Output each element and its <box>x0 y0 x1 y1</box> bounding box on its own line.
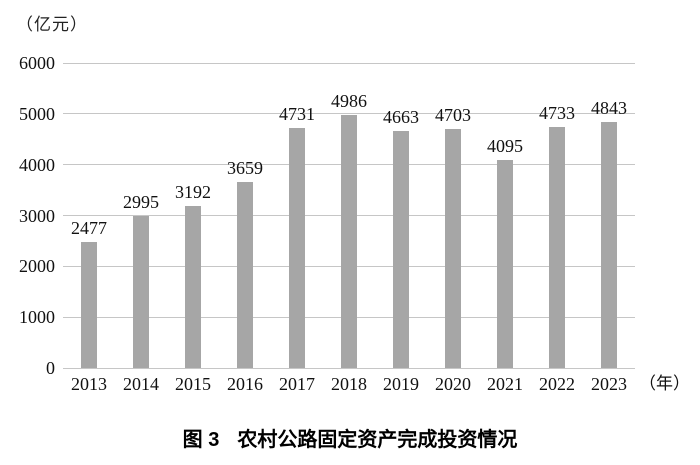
gridline-y-5000 <box>63 113 635 115</box>
x-axis-tick-label-2020: 2020 <box>435 374 471 394</box>
x-axis-tick-label-2019: 2019 <box>383 374 419 394</box>
bar-2014 <box>133 215 149 368</box>
figure-caption: 图 3 农村公路固定资产完成投资情况 <box>0 423 700 452</box>
bar-value-label-2023: 4843 <box>591 97 627 118</box>
bar-value-label-2020: 4703 <box>435 104 471 125</box>
y-axis-tick-label: 1000 <box>19 307 55 328</box>
x-axis-unit-label: （年） <box>639 374 690 393</box>
bar-value-label-2013: 2477 <box>71 218 107 239</box>
bar-2017 <box>289 127 305 368</box>
gridline-y-6000 <box>63 62 635 64</box>
x-axis-tick-label-2016: 2016 <box>227 374 263 394</box>
bar-value-label-2018: 4986 <box>331 90 367 111</box>
bar-2016 <box>237 182 253 368</box>
x-axis-tick-label-2022: 2022 <box>539 374 575 394</box>
figure-number: 图 3 <box>182 429 220 451</box>
y-axis-tick-label: 3000 <box>19 205 55 226</box>
bar-2021 <box>497 159 513 368</box>
bar-value-label-2014: 2995 <box>123 191 159 212</box>
bar-2018 <box>341 114 357 368</box>
y-axis-tick-label: 6000 <box>19 53 55 73</box>
bar-2013 <box>81 242 97 368</box>
x-axis-tick-label-2015: 2015 <box>175 374 211 394</box>
bar-2023 <box>601 121 617 368</box>
bar-value-label-2022: 4733 <box>539 103 575 124</box>
bar-2020 <box>445 128 461 368</box>
gridline-y-0 <box>63 367 635 369</box>
x-axis-tick-label-2023: 2023 <box>591 374 627 394</box>
bar-value-label-2021: 4095 <box>487 135 523 156</box>
x-axis-tick-label-2013: 2013 <box>71 374 107 394</box>
bar-2015 <box>185 205 201 368</box>
bar-value-label-2015: 3192 <box>175 181 211 202</box>
y-axis-tick-label: 5000 <box>19 103 55 124</box>
bar-value-label-2016: 3659 <box>227 158 263 178</box>
y-axis-tick-label: 0 <box>46 358 55 378</box>
bar-value-label-2019: 4663 <box>383 106 419 127</box>
x-axis-tick-label-2021: 2021 <box>487 374 523 394</box>
bar-2019 <box>393 130 409 368</box>
y-axis-tick-label: 4000 <box>19 154 55 175</box>
bar-value-label-2017: 4731 <box>279 103 315 124</box>
x-axis-tick-label-2014: 2014 <box>123 374 159 394</box>
y-axis-unit-label: （亿元） <box>16 15 88 34</box>
x-axis-tick-label-2017: 2017 <box>279 374 315 394</box>
y-axis-tick-label: 2000 <box>19 256 55 277</box>
x-axis-tick-label-2018: 2018 <box>331 374 367 394</box>
bar-2022 <box>549 127 565 368</box>
figure-title: 农村公路固定资产完成投资情况 <box>237 429 518 451</box>
